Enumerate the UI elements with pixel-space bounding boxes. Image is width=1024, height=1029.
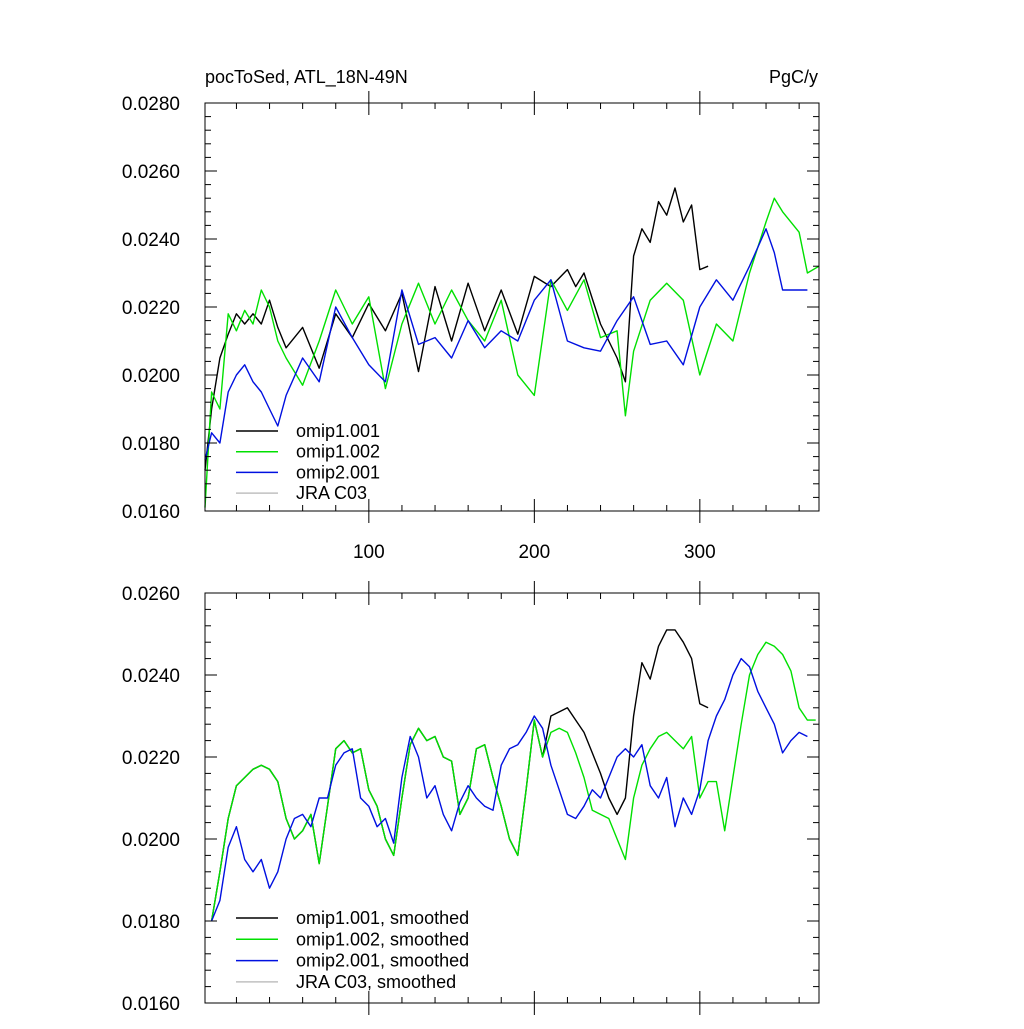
legend-item: JRA C03 (236, 483, 367, 503)
series-line-1 (210, 641, 816, 922)
legend-item: JRA C03, smoothed (236, 972, 456, 992)
y-tick-label: 0.0180 (122, 434, 180, 455)
y-tick-label: 0.0160 (122, 502, 180, 523)
legend-item: omip1.002, smoothed (236, 929, 469, 949)
series-line-0 (210, 629, 709, 922)
series-line-2 (204, 228, 808, 461)
legend-label: JRA C03, smoothed (296, 972, 456, 992)
legend-item: omip1.001, smoothed (236, 908, 469, 928)
legend-item: omip1.002 (236, 442, 380, 462)
y-tick-label: 0.0180 (122, 912, 180, 933)
top-axes: 0.0160 0.0180 0.0200 0.0220 0.0240 0.0260 0.02… (122, 91, 819, 563)
x-tick-label: 200 (518, 542, 550, 563)
y-tick-label: 0.0260 (122, 162, 180, 183)
bottom-panel: 0.0160 0.0180 0.0200 0.0220 0.0240 0.0260 omi… (122, 581, 820, 1015)
legend-item: omip1.001 (236, 421, 380, 441)
top-plot-area (204, 187, 820, 508)
x-tick-label: 300 (684, 542, 716, 563)
y-tick-label: 0.0260 (122, 584, 180, 605)
y-tick-label: 0.0240 (122, 666, 180, 687)
bottom-axes: 0.0160 0.0180 0.0200 0.0220 0.0240 0.0260 (122, 581, 819, 1015)
series-line-0 (204, 187, 709, 471)
y-tick-label: 0.0200 (122, 830, 180, 851)
bottom-plot-area (210, 629, 816, 922)
y-tick-label: 0.0220 (122, 748, 180, 769)
legend-label: JRA C03 (296, 483, 367, 503)
series-line-1 (204, 197, 820, 508)
y-tick-label: 0.0240 (122, 230, 180, 251)
legend-item: omip2.001, smoothed (236, 951, 469, 971)
top-panel: pocToSed, ATL_18N-49N PgC/y 0.0160 0.0180… (122, 67, 820, 563)
legend-label: omip2.001, smoothed (296, 951, 469, 971)
y-tick-label: 0.0160 (122, 994, 180, 1015)
chart-title: pocToSed, ATL_18N-49N (205, 67, 408, 88)
units-label: PgC/y (769, 67, 818, 87)
legend-label: omip1.002 (296, 442, 380, 462)
legend-label: omip2.001 (296, 462, 380, 482)
bottom-plot-frame (204, 592, 820, 1004)
x-tick-label: 100 (353, 542, 385, 563)
y-tick-label: 0.0200 (122, 366, 180, 387)
y-tick-label: 0.0280 (122, 94, 180, 115)
legend-item: omip2.001 (236, 462, 380, 482)
series-line-2 (210, 657, 808, 922)
legend-label: omip1.001, smoothed (296, 908, 469, 928)
y-tick-label: 0.0220 (122, 298, 180, 319)
legend-label: omip1.001 (296, 421, 380, 441)
legend-label: omip1.002, smoothed (296, 929, 469, 949)
